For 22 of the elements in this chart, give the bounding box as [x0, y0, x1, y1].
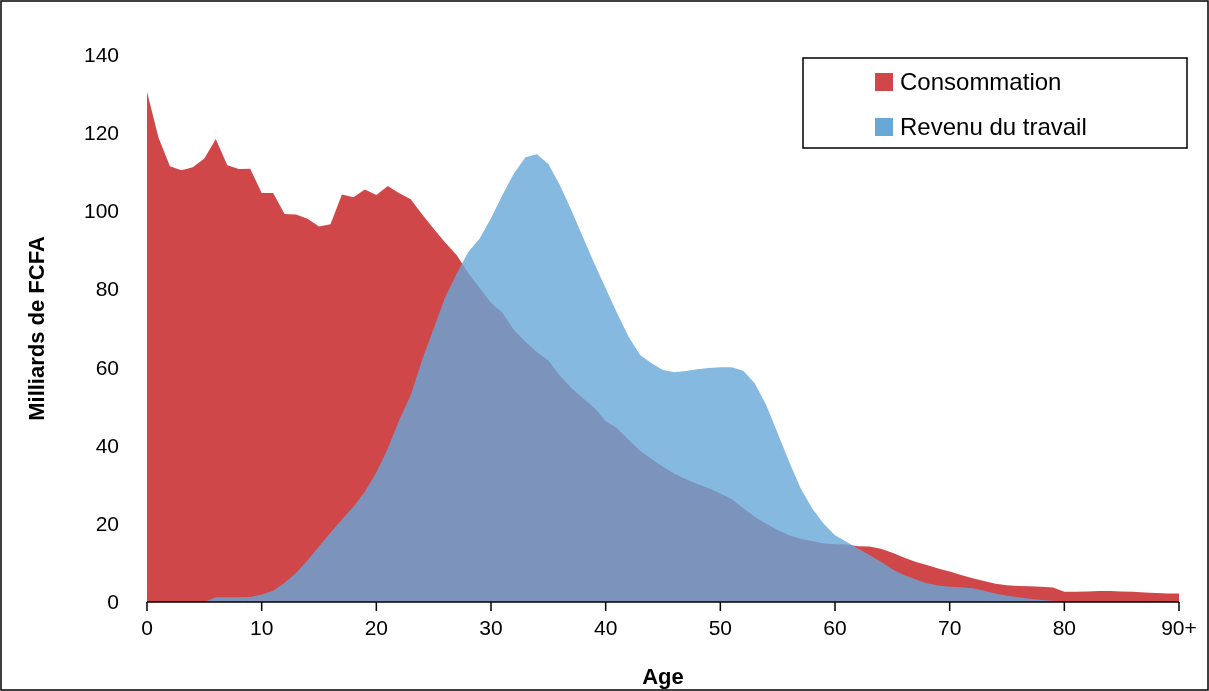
y-tick-label: 80 — [95, 277, 119, 301]
x-tick-label: 30 — [479, 616, 503, 639]
x-tick-label: 50 — [708, 616, 733, 639]
legend-label: Revenu du travail — [900, 113, 1087, 140]
y-tick-label: 0 — [107, 590, 119, 613]
x-axis-title: Age — [642, 664, 684, 689]
x-tick-label: 80 — [1052, 616, 1077, 639]
y-tick-label: 60 — [95, 355, 119, 379]
x-tick-label: 90+ — [1161, 616, 1197, 639]
x-tick-label: 10 — [249, 616, 274, 639]
y-tick-label: 140 — [83, 43, 119, 66]
legend-label: Consommation — [900, 68, 1062, 95]
x-tick-label: 60 — [823, 616, 847, 639]
y-tick-label: 100 — [83, 199, 119, 223]
x-tick-label: 20 — [364, 616, 389, 639]
y-tick-label: 120 — [83, 121, 119, 145]
y-axis-title: Milliards de FCFA — [24, 236, 49, 421]
y-tick-label: 40 — [95, 433, 119, 457]
x-tick-label: 40 — [593, 616, 618, 639]
x-tick-label: 0 — [141, 616, 153, 639]
y-tick-label: 20 — [95, 511, 119, 535]
x-tick-label: 70 — [937, 616, 962, 639]
